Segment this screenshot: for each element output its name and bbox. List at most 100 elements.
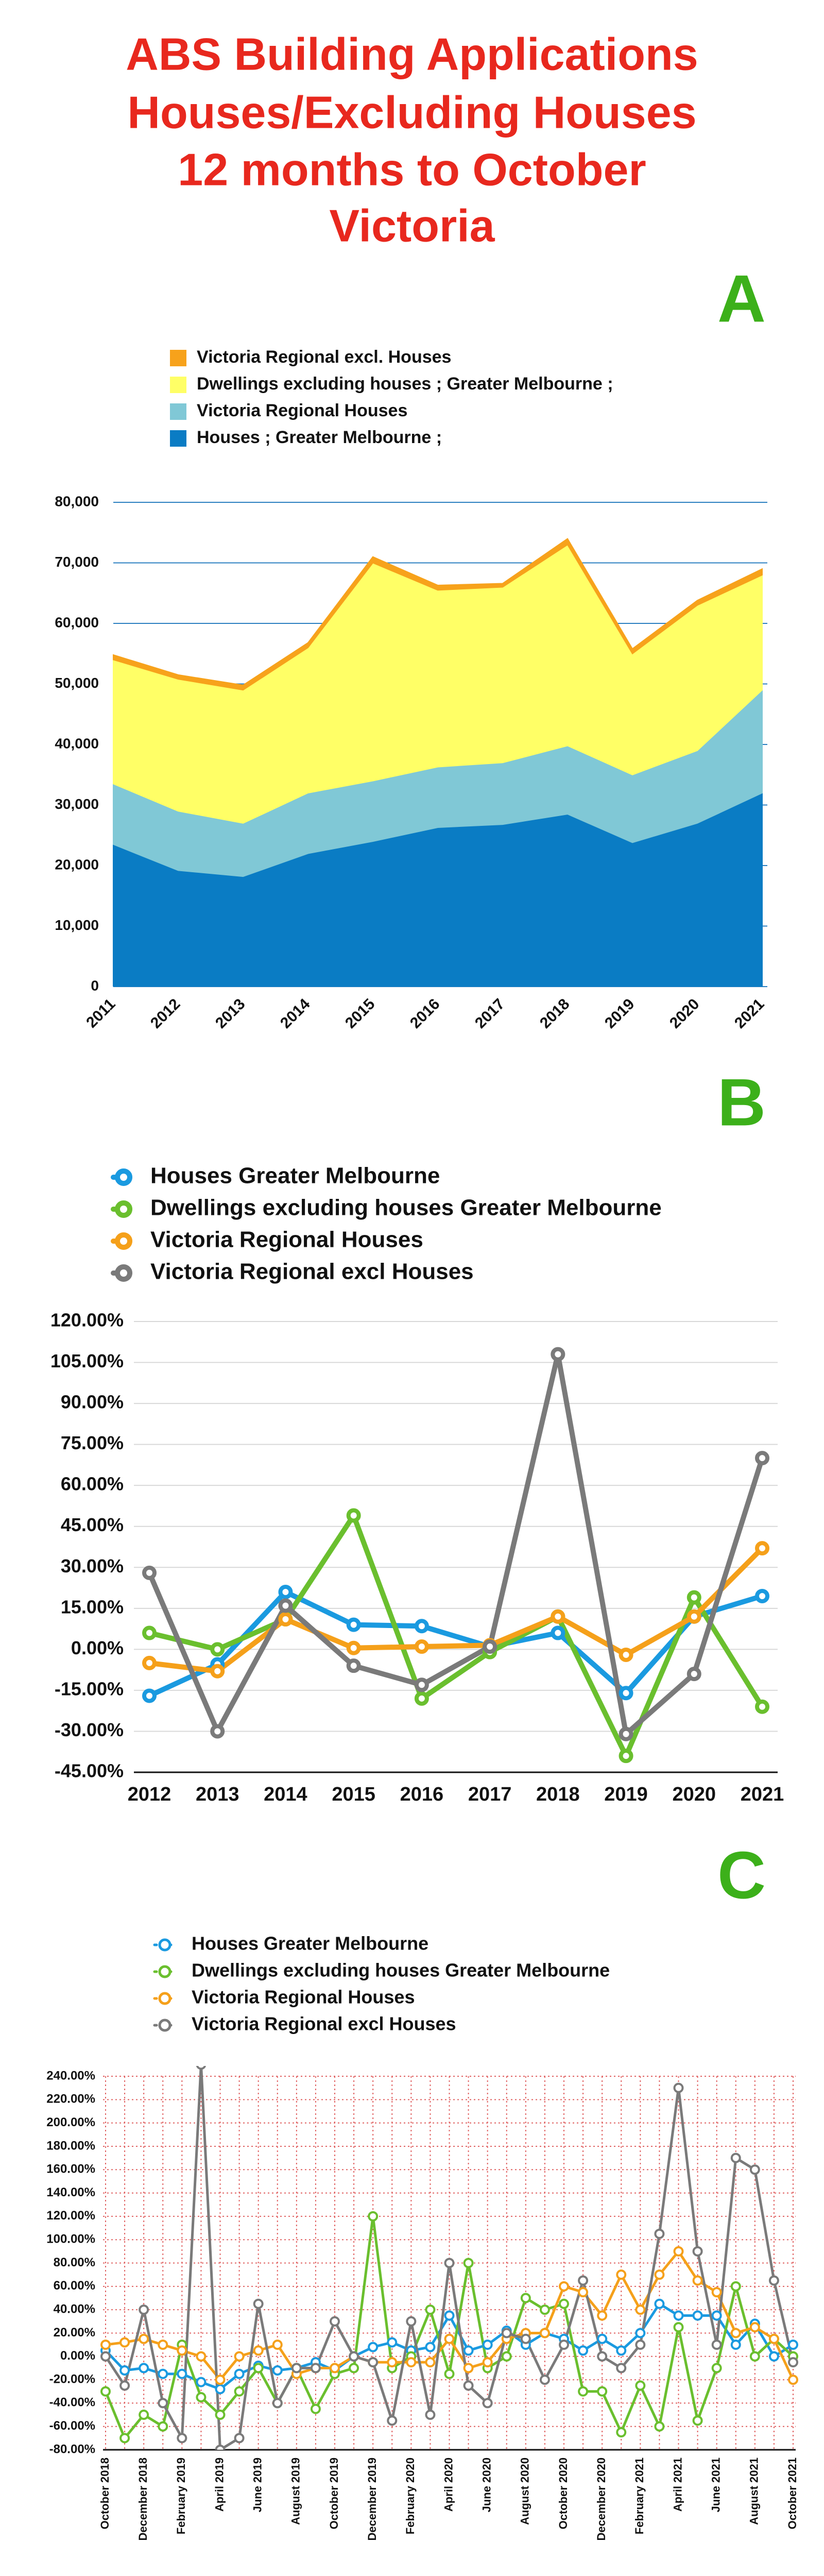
x-tick-label: October 2020: [557, 2458, 570, 2529]
point: [387, 2415, 398, 2426]
point: [539, 2375, 550, 2385]
y-tick-label: 70,000: [55, 554, 99, 570]
y-tick-label: 80,000: [55, 493, 99, 509]
point: [272, 2398, 283, 2409]
point: [749, 2164, 760, 2175]
point: [788, 2375, 798, 2385]
legend-marker: [158, 2019, 171, 2032]
point: [310, 2363, 321, 2374]
point: [749, 2351, 760, 2362]
y-tick-label: 75.00%: [61, 1432, 124, 1453]
y-tick-label: 0: [91, 977, 99, 993]
point: [119, 2365, 130, 2376]
x-tick-label: December 2020: [595, 2458, 608, 2540]
legend-marker: [115, 1264, 132, 1282]
legend-marker: [115, 1200, 132, 1218]
point: [196, 2377, 207, 2387]
x-tick-label: 2012: [128, 1784, 171, 1805]
point: [788, 2357, 798, 2368]
point: [551, 1609, 565, 1624]
point: [291, 2363, 302, 2374]
y-tick-label: 140.00%: [46, 2185, 95, 2199]
point: [177, 2433, 187, 2444]
x-tick-label: October 2019: [328, 2458, 340, 2529]
point: [578, 2275, 589, 2286]
x-tick-label: December 2018: [136, 2458, 149, 2540]
point: [616, 2345, 627, 2356]
point: [210, 1664, 225, 1679]
point: [616, 2269, 627, 2280]
point: [158, 2421, 168, 2432]
point: [711, 2287, 722, 2298]
y-tick-label: 160.00%: [46, 2162, 95, 2176]
point: [234, 2386, 245, 2397]
point: [654, 2269, 665, 2280]
point: [310, 2403, 321, 2414]
point: [730, 2328, 741, 2338]
point: [253, 2345, 264, 2356]
point: [177, 2368, 187, 2379]
y-tick-label: 80.00%: [54, 2256, 95, 2269]
y-tick-label: 100.00%: [46, 2232, 95, 2246]
point: [501, 2351, 512, 2362]
x-tick-label: 2018: [536, 1784, 580, 1805]
y-tick-label: -40.00%: [49, 2396, 95, 2410]
point: [196, 2351, 207, 2362]
legend-marker: [115, 1168, 132, 1186]
point: [463, 2345, 474, 2356]
x-tick-label: June 2021: [709, 2458, 722, 2512]
point: [278, 1598, 293, 1613]
point: [730, 2153, 741, 2163]
x-tick-label: 2013: [196, 1784, 239, 1805]
legend-swatch: [170, 430, 186, 447]
point: [349, 2351, 359, 2362]
y-tick-label: 20.00%: [54, 2326, 95, 2340]
point: [673, 2082, 684, 2093]
point: [234, 2433, 245, 2444]
legend-label: Dwellings excluding houses ; Greater Mel…: [197, 374, 613, 394]
panel-letter: B: [717, 1064, 766, 1140]
point: [597, 2310, 608, 2321]
point: [368, 2357, 379, 2368]
point: [619, 1749, 633, 1764]
legend-label: Houses Greater Melbourne: [150, 1163, 440, 1189]
x-tick-label: August 2019: [289, 2458, 302, 2525]
legend-label: Victoria Regional excl Houses: [192, 2013, 456, 2035]
y-tick-label: 15.00%: [61, 1596, 124, 1617]
line: [147, 1351, 765, 1737]
plot: [113, 538, 763, 987]
x-tick-label: October 2018: [98, 2458, 111, 2529]
point: [482, 2357, 493, 2368]
point: [578, 2386, 589, 2397]
title-line: 12 months to October: [178, 144, 646, 195]
point: [578, 2345, 589, 2356]
point: [368, 2211, 379, 2222]
point: [406, 2316, 417, 2327]
point: [139, 2304, 149, 2315]
point: [635, 2304, 646, 2315]
point: [158, 2398, 168, 2409]
y-tick-label: 30.00%: [61, 1555, 124, 1577]
x-tick-label: 2015: [332, 1784, 375, 1805]
point: [711, 2310, 722, 2321]
point: [234, 2368, 245, 2379]
point: [210, 1642, 225, 1657]
y-tick-label: 0.00%: [71, 1637, 124, 1658]
legend-swatch: [170, 377, 186, 393]
point: [730, 2340, 741, 2350]
point: [654, 2421, 665, 2432]
y-tick-label: 30,000: [55, 796, 99, 812]
point: [755, 1588, 769, 1603]
y-tick-label: 90.00%: [61, 1392, 124, 1413]
point: [673, 2322, 684, 2333]
point: [482, 2340, 493, 2350]
point: [597, 2333, 608, 2344]
point: [635, 2380, 646, 2391]
point: [755, 1451, 769, 1466]
point: [619, 1726, 633, 1741]
point: [139, 2333, 149, 2344]
point: [463, 2380, 474, 2391]
point: [278, 1612, 293, 1627]
point: [215, 2445, 226, 2450]
